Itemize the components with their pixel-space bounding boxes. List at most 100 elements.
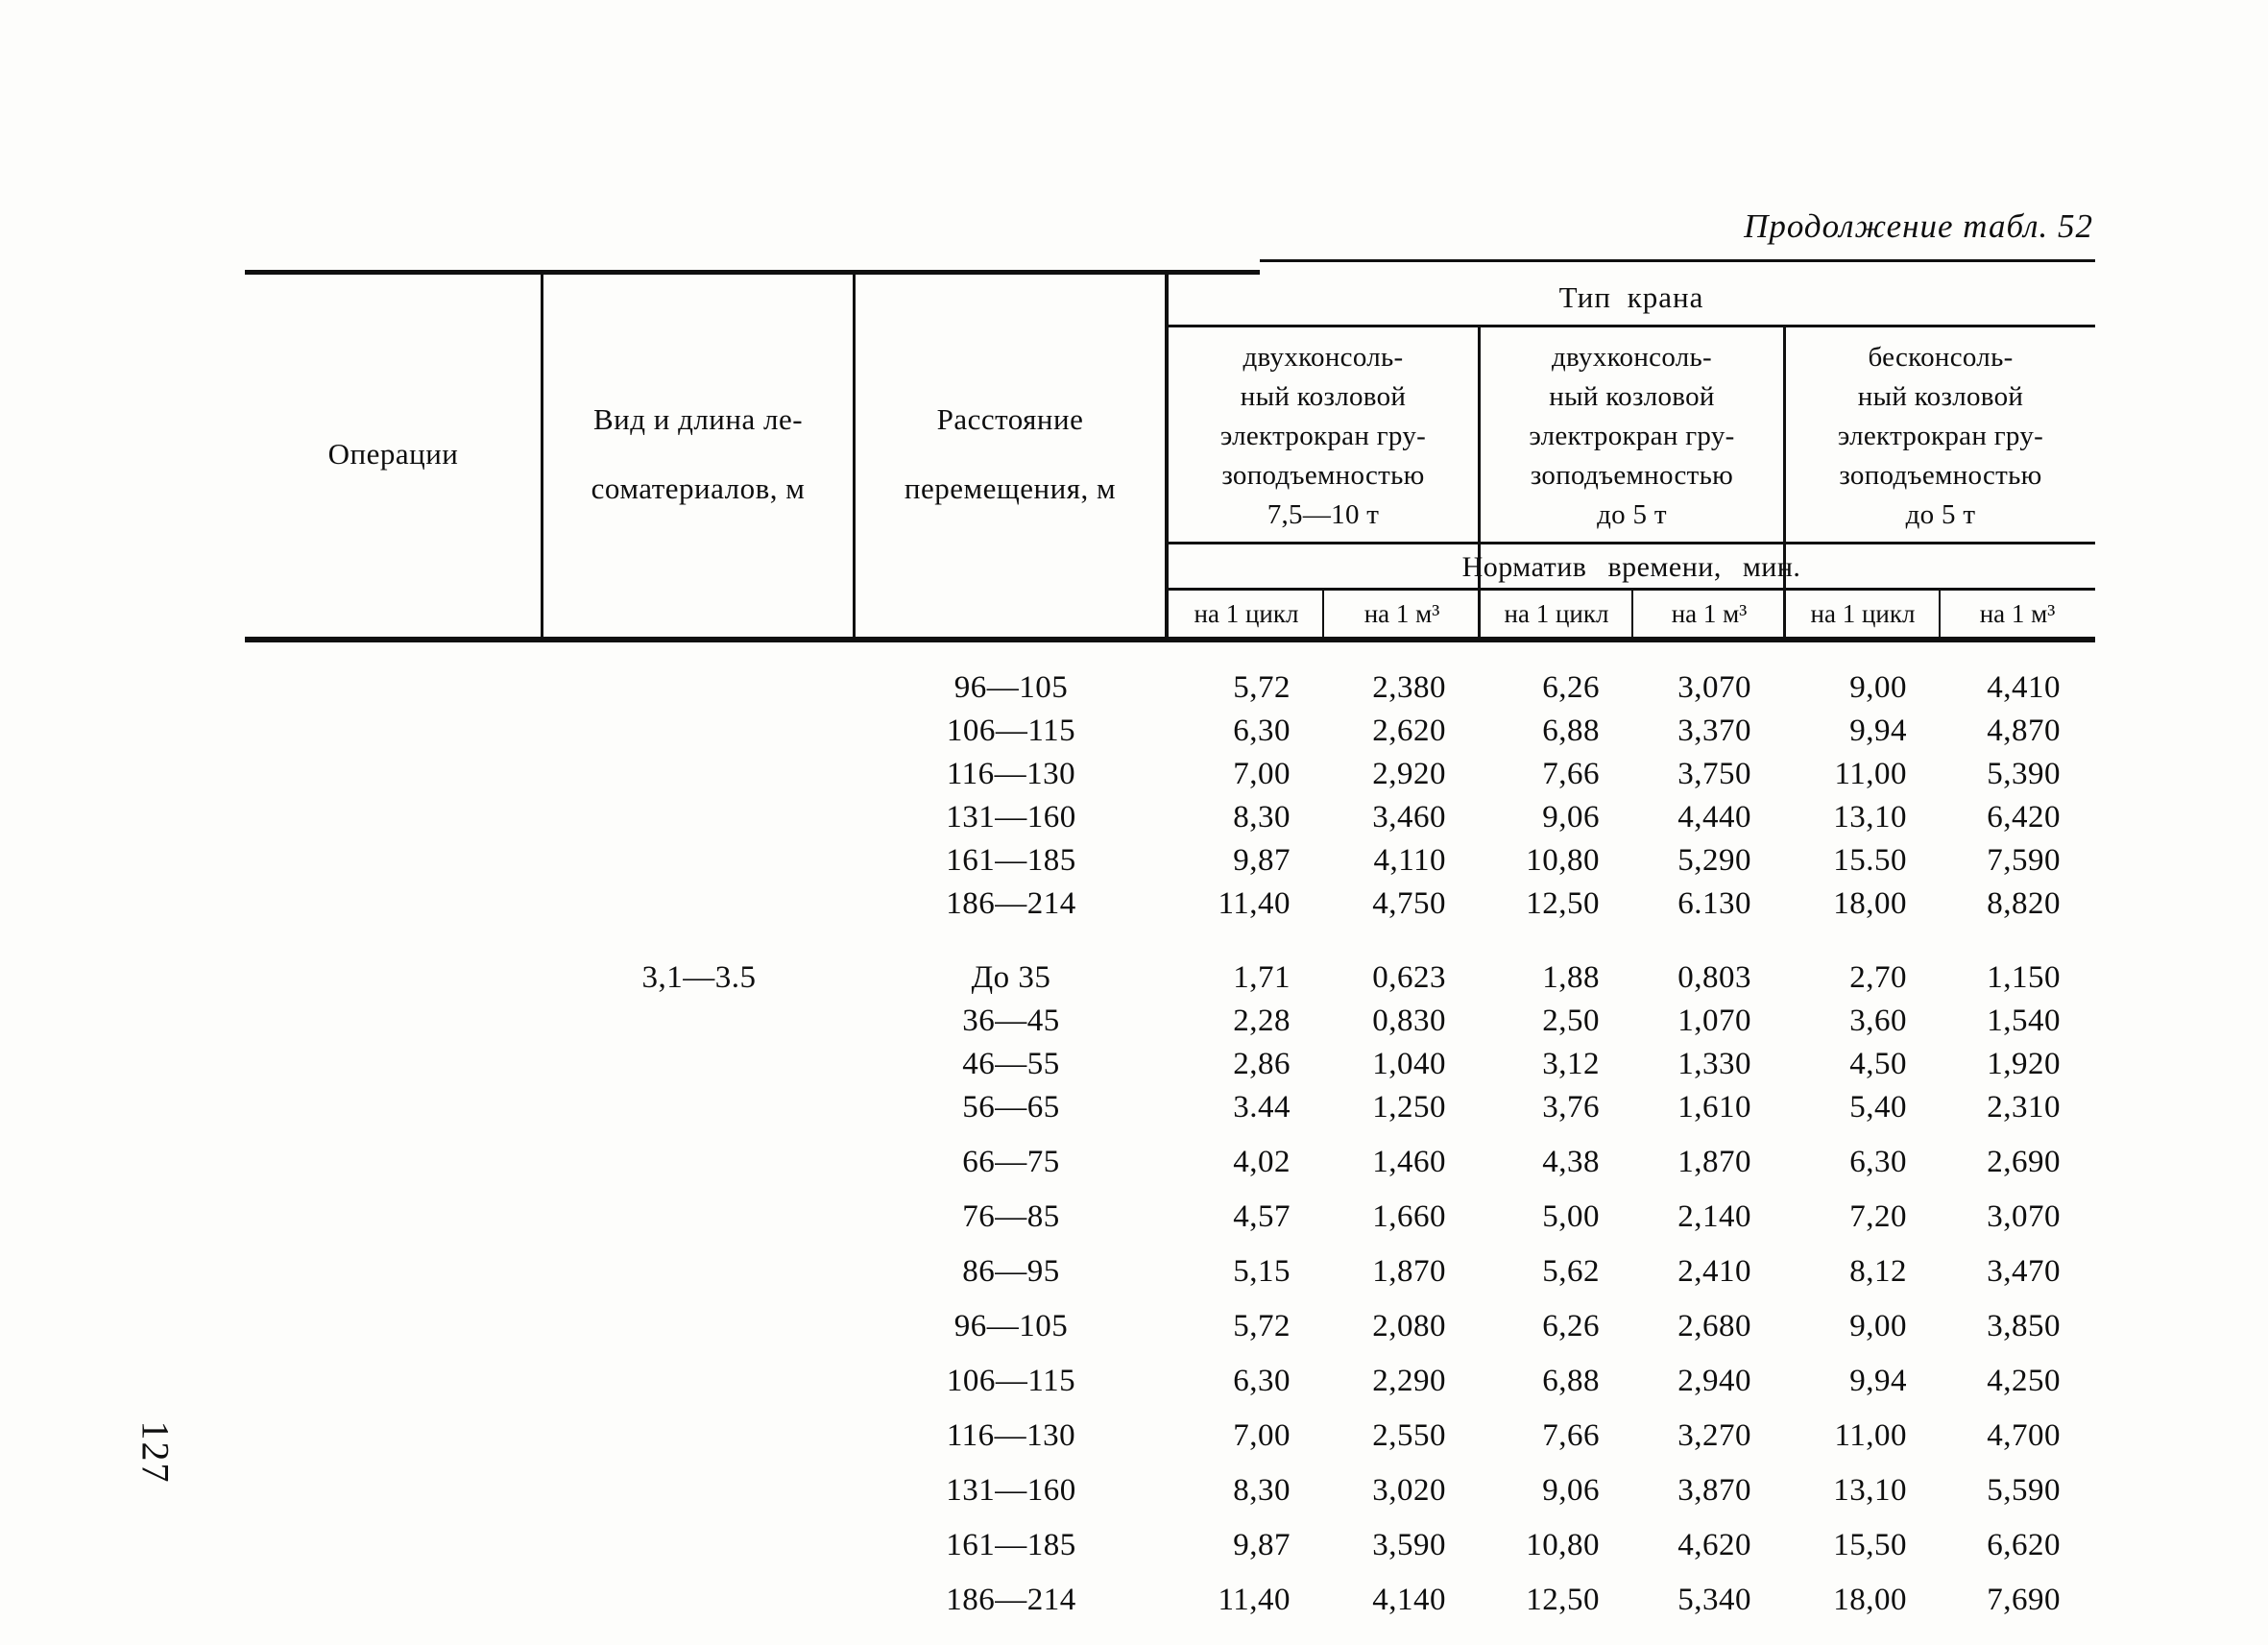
- table-section: 3,1—3.5 До 35 1,71 0,623 1,88 0,803 2,70 1,150 3…: [245, 958, 2095, 1635]
- header-crane1: двухконсоль- ный козловой электрокран гр…: [1169, 338, 1478, 535]
- cell-value: 12,50: [1526, 1583, 1600, 1617]
- cell-operation: [245, 668, 543, 712]
- cell-value: 11,40: [1218, 1583, 1291, 1617]
- table-row: 106—115 6,30 2,620 6,88 3,370 9,94 4,870: [245, 712, 2095, 755]
- cell-value: 5,590: [1987, 1473, 2061, 1508]
- page-title: Продолжение табл. 52: [1744, 207, 2093, 245]
- rule-above-time-norm: [1168, 542, 2095, 544]
- table-row: 186—214 11,40 4,140 12,50 5,340 18,00 7,690: [245, 1581, 2095, 1635]
- header-crane2-line: электрокран гру-: [1529, 421, 1735, 451]
- cell-operation: [245, 1088, 543, 1143]
- table-row: 161—185 9,87 4,110 10,80 5,290 15.50 7,590: [245, 841, 2095, 884]
- cell-value: 3,12: [1542, 1047, 1600, 1081]
- cell-value: 5,15: [1233, 1254, 1291, 1289]
- rule-crane1-crane2: [1478, 327, 1481, 637]
- cell-value: 4,250: [1987, 1364, 2061, 1398]
- cell-distance: 186—214: [946, 886, 1076, 921]
- header-distance-line2: перемещения, м: [904, 472, 1117, 505]
- cell-value: 3,070: [1677, 670, 1751, 705]
- cell-value: 12,50: [1526, 886, 1600, 921]
- table-row: 131—160 8,30 3,020 9,06 3,870 13,10 5,590: [245, 1471, 2095, 1526]
- cell-value: 9,06: [1542, 1473, 1600, 1508]
- cell-material: [543, 884, 856, 928]
- header-per-cycle: на 1 цикл: [1194, 598, 1299, 628]
- cell-value: 7,66: [1542, 757, 1600, 791]
- cell-value: 8,820: [1987, 886, 2061, 921]
- table-row: 56—65 3.44 1,250 3,76 1,610 5,40 2,310: [245, 1088, 2095, 1143]
- table-section: 96—105 5,72 2,380 6,26 3,070 9,00 4,410 106—115…: [245, 668, 2095, 928]
- cell-value: 6,30: [1849, 1145, 1907, 1179]
- header-distance-line1: Расстояние: [936, 402, 1084, 436]
- cell-value: 9,06: [1542, 800, 1600, 835]
- cell-value: 3.44: [1233, 1090, 1291, 1125]
- table-row: 106—115 6,30 2,290 6,88 2,940 9,94 4,250: [245, 1362, 2095, 1416]
- cell-value: 3,270: [1677, 1418, 1751, 1453]
- cell-material: [543, 1471, 856, 1526]
- cell-material: [543, 1362, 856, 1416]
- cell-operation: [245, 1471, 543, 1526]
- cell-value: 9,94: [1849, 714, 1907, 748]
- cell-distance: 161—185: [946, 843, 1076, 878]
- header-operations: Операции: [246, 272, 541, 637]
- cell-value: 2,86: [1233, 1047, 1291, 1081]
- rule-col3-cranes: [1165, 272, 1169, 637]
- table-row: 186—214 11,40 4,750 12,50 6.130 18,00 8,820: [245, 884, 2095, 928]
- cell-operation: [245, 1045, 543, 1088]
- cell-operation: [245, 1197, 543, 1252]
- cell-distance: 76—85: [962, 1199, 1060, 1234]
- cell-distance: 116—130: [946, 757, 1076, 791]
- cell-value: 2,680: [1677, 1309, 1751, 1343]
- cell-value: 3,460: [1372, 800, 1446, 835]
- cell-value: 9,00: [1849, 1309, 1907, 1343]
- table-row: 96—105 5,72 2,080 6,26 2,680 9,00 3,850: [245, 1307, 2095, 1362]
- cell-value: 0,830: [1372, 1004, 1446, 1038]
- cell-value: 11,00: [1834, 757, 1907, 791]
- cell-material: [543, 1045, 856, 1088]
- header-per-m3: на 1 м³: [1671, 598, 1748, 628]
- cell-value: 9,87: [1233, 1528, 1291, 1562]
- header-crane3-line: до 5 т: [1905, 499, 1976, 530]
- cell-value: 5,390: [1987, 757, 2061, 791]
- table-row: 76—85 4,57 1,660 5,00 2,140 7,20 3,070: [245, 1197, 2095, 1252]
- cell-operation: [245, 755, 543, 798]
- cell-value: 1,460: [1372, 1145, 1446, 1179]
- table-row: 66—75 4,02 1,460 4,38 1,870 6,30 2,690: [245, 1143, 2095, 1197]
- cell-value: 2,620: [1372, 714, 1446, 748]
- cell-value: 4,140: [1372, 1583, 1446, 1617]
- cell-distance: 131—160: [946, 1473, 1076, 1508]
- cell-material: [543, 668, 856, 712]
- table-row: 86—95 5,15 1,870 5,62 2,410 8,12 3,470: [245, 1252, 2095, 1307]
- cell-distance: 106—115: [946, 1364, 1076, 1398]
- table-body: 96—105 5,72 2,380 6,26 3,070 9,00 4,410 106—115…: [245, 668, 2095, 1635]
- header-crane2-line: двухконсоль-: [1551, 342, 1713, 373]
- cell-value: 9,94: [1849, 1364, 1907, 1398]
- rule-crane2-crane3: [1783, 327, 1786, 637]
- cell-operation: [245, 884, 543, 928]
- cell-distance: 66—75: [962, 1145, 1060, 1179]
- cell-value: 4,620: [1677, 1528, 1751, 1562]
- cell-value: 5,340: [1677, 1583, 1751, 1617]
- cell-value: 5,72: [1233, 1309, 1291, 1343]
- cell-material: [543, 1416, 856, 1471]
- cell-value: 4,02: [1233, 1145, 1291, 1179]
- rule-header-bottom: [245, 637, 2095, 642]
- cell-distance: 96—105: [953, 1309, 1069, 1343]
- rule-under-time-norm: [1168, 588, 2095, 591]
- cell-value: 4,750: [1372, 886, 1446, 921]
- cell-distance: 46—55: [962, 1047, 1060, 1081]
- cell-value: 8,12: [1849, 1254, 1907, 1289]
- cell-value: 2,290: [1372, 1364, 1446, 1398]
- cell-value: 7,66: [1542, 1418, 1600, 1453]
- cell-value: 1,610: [1677, 1090, 1751, 1125]
- cell-value: 2,28: [1233, 1004, 1291, 1038]
- header-crane3: бесконсоль- ный козловой электрокран гру…: [1786, 338, 2095, 535]
- cell-material: [543, 798, 856, 841]
- cell-value: 2,50: [1542, 1004, 1600, 1038]
- cell-value: 3,60: [1849, 1004, 1907, 1038]
- header-crane1-line: 7,5—10 т: [1267, 499, 1380, 530]
- cell-value: 6,420: [1987, 800, 2061, 835]
- cell-value: 10,80: [1526, 843, 1600, 878]
- cell-value: 5,00: [1542, 1199, 1600, 1234]
- cell-material: [543, 1252, 856, 1307]
- cell-value: 1,870: [1372, 1254, 1446, 1289]
